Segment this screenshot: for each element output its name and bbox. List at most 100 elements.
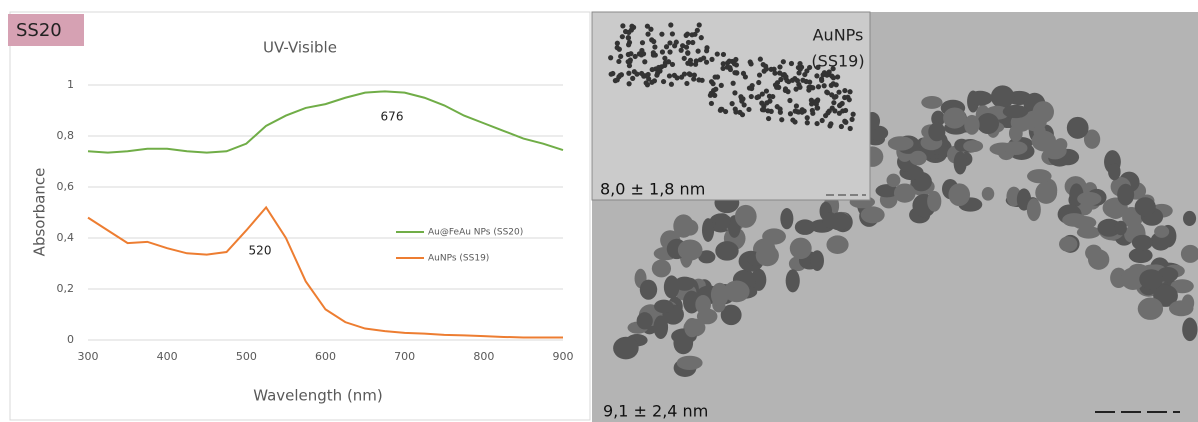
y-tick-label: 0 xyxy=(67,333,74,346)
particle xyxy=(828,121,833,126)
particle xyxy=(764,88,769,93)
particle xyxy=(765,108,770,113)
particle xyxy=(709,91,714,96)
particle xyxy=(826,235,848,254)
particle xyxy=(608,55,613,60)
particle xyxy=(977,113,999,134)
particle xyxy=(845,95,850,100)
particle xyxy=(615,77,620,82)
particle xyxy=(627,63,632,68)
particle xyxy=(825,110,830,115)
particle xyxy=(720,66,725,71)
particle xyxy=(840,108,845,113)
particle xyxy=(685,31,690,36)
particle xyxy=(684,81,689,86)
particle xyxy=(1183,211,1196,226)
particle xyxy=(664,44,669,49)
particle xyxy=(787,98,792,103)
particle xyxy=(642,59,647,64)
particle xyxy=(644,80,649,85)
y-tick-label: 0,4 xyxy=(57,231,75,244)
particle xyxy=(1088,249,1109,270)
y-tick-label: 0,8 xyxy=(57,129,75,142)
particle xyxy=(842,119,847,124)
particle xyxy=(667,49,672,54)
particle xyxy=(1139,269,1163,289)
particle xyxy=(770,94,775,99)
particle xyxy=(697,22,702,27)
particle xyxy=(991,85,1015,108)
particle xyxy=(1135,197,1156,216)
particle xyxy=(620,34,625,39)
size-label: 9,1 ± 2,4 nm xyxy=(603,402,708,421)
particle xyxy=(778,77,783,82)
particle xyxy=(839,124,844,129)
particle xyxy=(819,78,824,83)
particle xyxy=(842,88,847,93)
particle xyxy=(662,63,667,68)
particle xyxy=(766,116,771,121)
particle xyxy=(780,208,793,229)
particle xyxy=(677,356,703,370)
particle xyxy=(777,70,782,75)
particle xyxy=(697,308,718,324)
particle xyxy=(832,108,837,113)
particle xyxy=(627,81,632,86)
particle xyxy=(756,245,779,266)
x-tick-label: 800 xyxy=(473,350,494,363)
particle xyxy=(709,101,714,106)
particle xyxy=(894,183,916,202)
particle xyxy=(626,35,631,40)
particle xyxy=(721,61,726,66)
particle xyxy=(679,48,684,53)
particle xyxy=(816,84,821,89)
particle xyxy=(737,110,742,115)
particle xyxy=(684,45,689,50)
particle xyxy=(731,81,736,86)
y-tick-label: 0,6 xyxy=(57,180,75,193)
particle xyxy=(861,206,885,223)
figure: SS20 UV-Visible Wavelength (nm) Absorban… xyxy=(0,0,1198,422)
particle xyxy=(637,312,653,329)
particle xyxy=(793,109,798,114)
particle xyxy=(1108,163,1121,180)
particle xyxy=(613,337,639,360)
particle xyxy=(769,67,774,72)
inset-size-label: 8,0 ± 1,8 nm xyxy=(600,180,705,199)
particle xyxy=(679,75,684,80)
particle xyxy=(762,228,786,244)
particle xyxy=(732,70,737,75)
particle xyxy=(1027,198,1041,221)
particle xyxy=(713,74,718,79)
particle xyxy=(626,42,631,47)
particle xyxy=(799,110,804,115)
particle xyxy=(964,115,979,135)
particle xyxy=(715,241,738,261)
particle xyxy=(784,78,789,83)
particle xyxy=(849,117,854,122)
particle xyxy=(696,77,701,82)
inset-title: AuNPs xyxy=(813,26,864,45)
particle xyxy=(652,260,671,278)
particle xyxy=(814,121,819,126)
particle xyxy=(814,73,819,78)
particle xyxy=(1003,105,1028,118)
particle xyxy=(646,72,651,77)
particle xyxy=(1169,300,1193,316)
particle xyxy=(760,107,765,112)
particle xyxy=(730,101,735,106)
particle xyxy=(649,37,654,42)
particle xyxy=(640,40,645,45)
y-tick-label: 1 xyxy=(67,78,74,91)
particle xyxy=(687,71,692,76)
particle xyxy=(645,24,650,29)
particle xyxy=(620,23,625,28)
particle xyxy=(811,250,824,271)
particle xyxy=(630,76,635,81)
particle xyxy=(628,51,633,56)
particle xyxy=(715,213,730,230)
particle xyxy=(909,151,926,166)
particle xyxy=(692,73,697,78)
legend-label: Au@FeAu NPs (SS20) xyxy=(428,228,523,238)
particle xyxy=(887,174,901,187)
